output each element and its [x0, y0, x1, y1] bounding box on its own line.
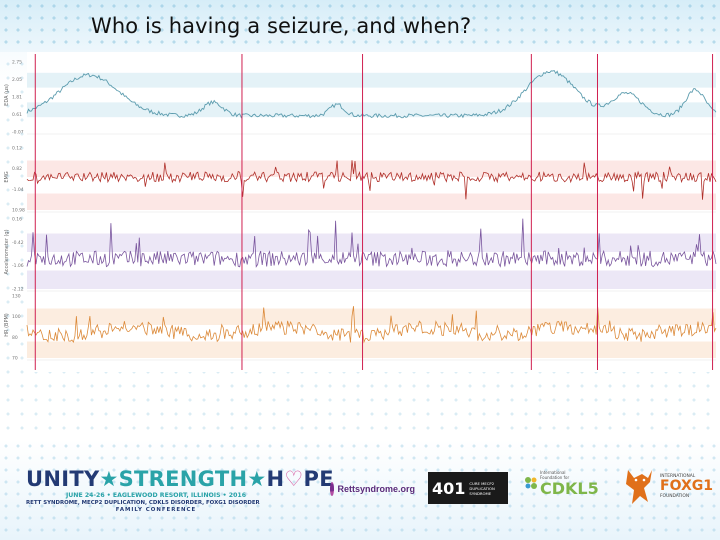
hope-word-pe: PE: [303, 467, 334, 491]
y-tick-label: 1.81: [12, 95, 22, 101]
bottom-decorative-band: [0, 440, 720, 540]
y-tick-label: 2.05: [12, 77, 22, 83]
401-project-logo: 401 CURE MECP2 DUPLICATION SYNDROME: [428, 472, 508, 504]
y-tick-label: 100: [12, 314, 21, 320]
panel-band: [27, 193, 716, 210]
panel-band: [27, 233, 716, 252]
y-axis-label: EDA (μs): [4, 84, 10, 106]
401-number: 401: [432, 478, 466, 498]
heart-icon: ♡: [284, 467, 304, 491]
y-tick-label: -1.04: [12, 187, 24, 193]
foxg1-big-text: FOXG1: [660, 478, 713, 494]
biosignal-chart-svg: 2.75 2.05 1.81 0.61 -0.07 EDA (μs) 0.12 0.82 -1.…: [4, 52, 717, 372]
panel-band: [27, 72, 716, 88]
cdkl5-foundation-logo: International Foundation for CDKL5: [524, 470, 608, 506]
y-axis-label: EMG: [4, 171, 10, 182]
series-line: [26, 218, 717, 268]
y-tick-label: -2.12: [12, 287, 24, 293]
strength-word: STRENGTH: [118, 467, 248, 491]
fox-icon: [626, 470, 652, 504]
series-line: [26, 306, 717, 344]
hope-word-h: H: [266, 467, 285, 491]
foxg1-small1: INTERNATIONAL: [660, 474, 696, 479]
panel-band: [27, 270, 716, 289]
cdkl5-mark-icon: [525, 477, 537, 489]
series-line: [26, 69, 717, 119]
y-tick-label: -0.07: [12, 130, 24, 136]
y-tick-label: -1.06: [12, 263, 24, 269]
top-decorative-band: [0, 0, 720, 52]
y-tick-label: 130: [12, 294, 21, 300]
y-axis-label: Accelerometer (g): [4, 229, 10, 274]
y-tick-label: 70: [12, 356, 18, 362]
star-icon: ★: [247, 467, 267, 491]
y-tick-label: 0.82: [12, 166, 22, 172]
series-line: [26, 160, 717, 200]
401-line1: CURE MECP2: [469, 480, 495, 486]
rett-mark-icon: [330, 482, 335, 496]
401-logo-text: CURE MECP2 DUPLICATION SYNDROME: [469, 481, 494, 496]
foxg1-small2: FOUNDATION: [660, 494, 690, 499]
unity-logo-dates: JUNE 24-26 • EAGLEWOOD RESORT, ILLINOIS …: [65, 492, 247, 499]
y-tick-label: 0.61: [12, 112, 22, 118]
y-axis-label: HR (BPM): [4, 313, 10, 337]
unity-logo-conference: FAMILY CONFERENCE: [115, 507, 197, 513]
y-tick-label: 2.75: [12, 60, 22, 66]
unity-logo-title: UNITY★STRENGTH★H♡PE: [26, 467, 334, 491]
y-tick-label: 0.12: [12, 146, 22, 152]
unity-word: UNITY: [26, 467, 100, 491]
biosignal-chart: 2.75 2.05 1.81 0.61 -0.07 EDA (μs) 0.12 0.82 -1.…: [0, 52, 720, 372]
401-line3: SYNDROME: [469, 490, 492, 496]
foxg1-foundation-logo: INTERNATIONAL FOXG1 FOUNDATION: [622, 466, 714, 508]
panel-band: [27, 341, 716, 358]
cdkl5-small2: Foundation for: [540, 475, 570, 480]
rettsyndrome-logo: Rettsyndrome.org: [330, 478, 415, 500]
y-tick-label: 80: [12, 335, 18, 341]
slide-title: Who is having a seizure, and when?: [91, 14, 472, 38]
cdkl5-big-text: CDKL5: [540, 479, 599, 498]
cdkl5-small1: International: [540, 470, 566, 475]
rett-logo-text: Rettsyndrome.org: [337, 484, 415, 494]
y-tick-label: 10.98: [12, 208, 25, 214]
unity-logo-conditions: RETT SYNDROME, MECP2 DUPLICATION, CDKL5 …: [26, 500, 260, 506]
y-tick-label: -0.42: [12, 240, 24, 246]
panel-band: [27, 308, 716, 325]
panel-band: [27, 102, 716, 118]
unity-strength-hope-logo: UNITY★STRENGTH★H♡PE JUNE 24-26 • EAGLEWO…: [26, 467, 334, 520]
y-tick-label: 0.16: [12, 217, 22, 223]
star-icon: ★: [99, 467, 119, 491]
401-line2: DUPLICATION: [469, 485, 495, 491]
